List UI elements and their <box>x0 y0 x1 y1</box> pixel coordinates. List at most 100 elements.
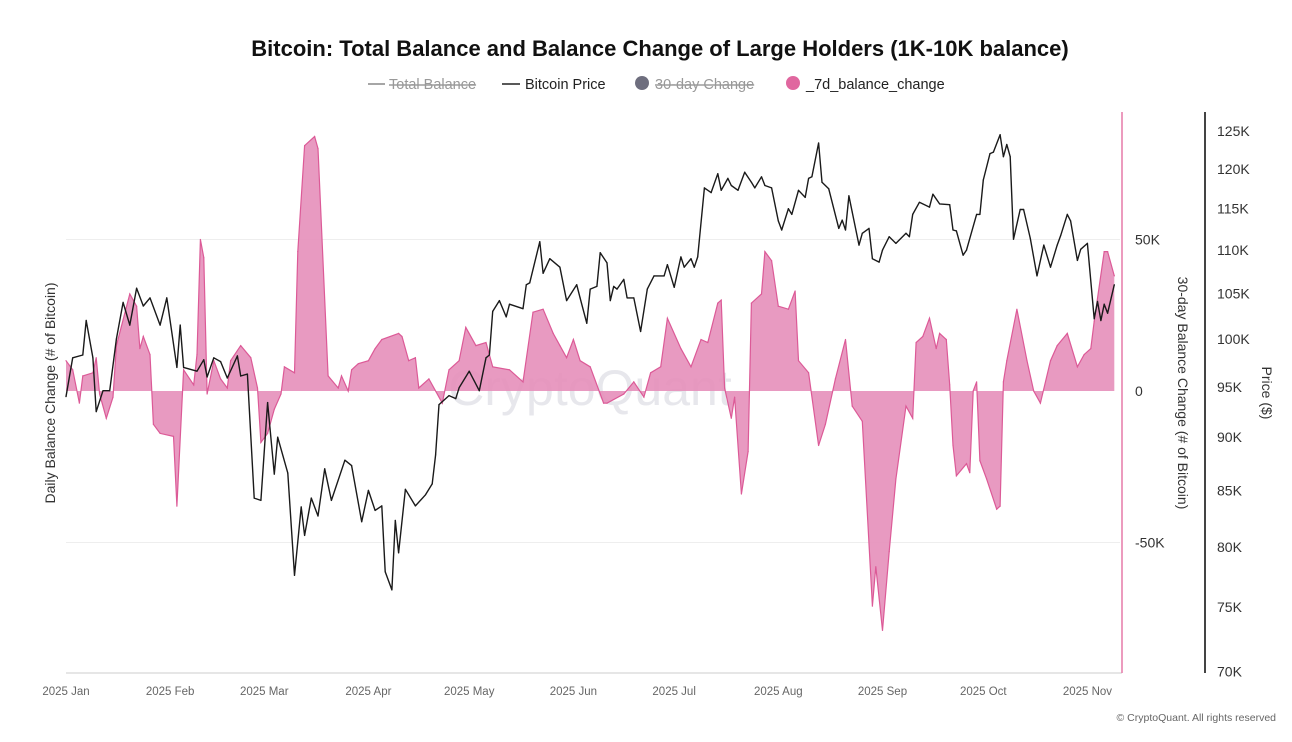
price-point <box>65 396 67 398</box>
balance-point <box>808 372 810 374</box>
price-point <box>760 176 763 178</box>
price-point <box>730 184 732 187</box>
balance-point <box>240 345 242 347</box>
copyright: © CryptoQuant. All rights reserved <box>1117 712 1277 724</box>
legend-item-7d-balance-change[interactable]: _7d_balance_change <box>786 76 945 93</box>
price-point <box>861 232 863 234</box>
price-point <box>737 189 739 191</box>
balance-point <box>293 372 296 374</box>
balance-point <box>905 405 907 407</box>
balance-point <box>747 451 749 453</box>
price-point <box>999 134 1001 136</box>
price-point <box>703 187 706 189</box>
price-tick-label: 85K <box>1217 482 1243 498</box>
balance-point <box>1066 332 1068 334</box>
price-point <box>1049 266 1052 268</box>
balance-point <box>700 338 702 341</box>
price-point <box>697 256 699 258</box>
price-point <box>797 189 800 191</box>
balance-point <box>508 369 511 371</box>
price-point <box>344 459 346 461</box>
balance-area-fill <box>66 136 1115 631</box>
balance-point <box>475 345 477 347</box>
price-point <box>1002 156 1005 158</box>
price-axis-ticks: 125K 120K 115K 110K 105K 100K 95K 90K 85K 80K 75K 7… <box>1217 123 1250 679</box>
price-line-series <box>65 134 1115 591</box>
balance-point <box>522 381 524 383</box>
price-point <box>908 236 911 238</box>
price-point <box>952 229 954 231</box>
price-point <box>384 571 386 573</box>
balance-point <box>1103 251 1105 253</box>
price-point <box>95 411 97 413</box>
price-point <box>522 308 524 310</box>
price-point <box>485 357 487 359</box>
balance-point <box>260 441 262 444</box>
balance-point <box>398 332 400 334</box>
price-point <box>881 249 884 251</box>
balance-point <box>129 293 131 295</box>
balance-point <box>250 357 252 359</box>
balance-area-series <box>65 135 1115 632</box>
balance-point <box>203 257 205 259</box>
x-tick-label: 2025 Aug <box>754 686 803 698</box>
balance-point <box>183 369 185 371</box>
price-point <box>260 499 262 501</box>
price-point <box>455 398 457 400</box>
price-point <box>589 288 591 290</box>
price-point <box>505 316 507 318</box>
price-tick-label: 95K <box>1217 379 1243 395</box>
legend-item-bitcoin-price[interactable]: Bitcoin Price <box>502 77 606 93</box>
balance-point <box>458 360 460 362</box>
price-point <box>539 241 541 243</box>
price-point <box>488 354 490 356</box>
balance-point <box>777 305 779 307</box>
balance-point <box>935 348 937 350</box>
price-point <box>750 181 753 183</box>
price-point <box>304 534 306 537</box>
balance-point <box>1083 354 1085 356</box>
right-axis-title: 30-day Balance Change (# of Bitcoin) <box>1175 277 1191 510</box>
balance-point <box>750 302 753 304</box>
price-point <box>1096 300 1099 303</box>
balance-point <box>532 311 534 313</box>
balance-tick-label: 0 <box>1135 383 1143 399</box>
balance-point <box>347 390 349 392</box>
price-point <box>542 272 544 274</box>
legend-item-30-day-change[interactable]: 30-day Change <box>635 76 754 93</box>
price-point <box>391 589 393 591</box>
balance-point <box>965 463 968 465</box>
balance-point <box>861 420 863 422</box>
price-point <box>287 472 289 474</box>
balance-point <box>797 360 800 362</box>
price-point <box>435 454 437 456</box>
price-point <box>142 305 144 307</box>
price-point <box>1107 312 1109 314</box>
balance-point <box>949 384 951 386</box>
balance-point <box>418 387 420 389</box>
price-point <box>781 229 783 231</box>
balance-point <box>979 460 981 462</box>
price-point <box>717 173 719 175</box>
price-point <box>115 338 117 340</box>
balance-point <box>922 335 924 338</box>
balance-point <box>159 432 161 434</box>
balance-point <box>176 505 178 507</box>
price-point <box>905 232 907 234</box>
balance-point <box>730 417 732 419</box>
balance-tick-label: -50K <box>1135 535 1165 551</box>
balance-point <box>881 629 884 632</box>
balance-point <box>724 387 726 389</box>
price-point <box>690 258 692 260</box>
price-point <box>468 370 470 372</box>
balance-point <box>760 293 763 295</box>
price-point <box>85 319 87 322</box>
price-point <box>653 275 655 277</box>
balance-point <box>824 423 827 425</box>
balance-point <box>105 417 107 419</box>
balance-point <box>1016 308 1018 310</box>
balance-point <box>172 435 175 437</box>
price-tick-label: 115K <box>1217 201 1249 217</box>
legend-item-total-balance[interactable]: Total Balance <box>368 77 476 93</box>
balance-point <box>304 145 306 147</box>
